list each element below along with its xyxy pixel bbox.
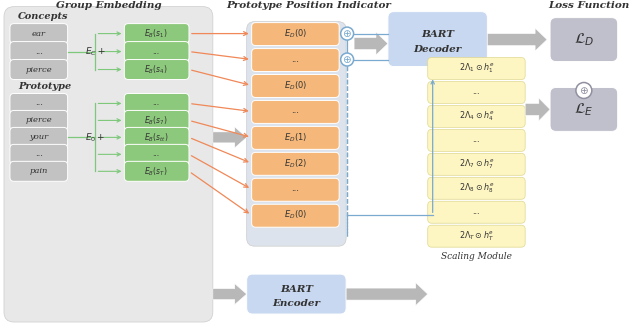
FancyArrow shape xyxy=(213,284,246,304)
FancyBboxPatch shape xyxy=(252,49,339,72)
FancyBboxPatch shape xyxy=(10,24,68,44)
Circle shape xyxy=(340,27,353,40)
FancyBboxPatch shape xyxy=(124,59,189,80)
Text: BART: BART xyxy=(280,285,313,294)
Text: pierce: pierce xyxy=(26,66,52,74)
Text: Loss Function: Loss Function xyxy=(548,1,630,10)
Text: $\oplus$: $\oplus$ xyxy=(342,54,352,65)
Text: ...: ... xyxy=(35,150,43,158)
FancyBboxPatch shape xyxy=(550,17,618,61)
Text: $E_C +$: $E_C +$ xyxy=(85,45,106,58)
FancyBboxPatch shape xyxy=(252,23,339,46)
Text: pain: pain xyxy=(29,167,48,175)
FancyBboxPatch shape xyxy=(428,129,525,151)
Text: $\oplus$: $\oplus$ xyxy=(579,85,589,96)
FancyBboxPatch shape xyxy=(252,100,339,123)
Text: ...: ... xyxy=(152,48,160,55)
Text: $E_D(1)$: $E_D(1)$ xyxy=(284,131,307,143)
Text: ...: ... xyxy=(291,185,300,193)
FancyBboxPatch shape xyxy=(550,87,618,131)
FancyBboxPatch shape xyxy=(124,144,189,164)
Text: Scaling Module: Scaling Module xyxy=(441,252,512,261)
FancyBboxPatch shape xyxy=(10,144,68,164)
Text: $E_B(s_1)$: $E_B(s_1)$ xyxy=(145,27,168,40)
Text: $2\Lambda_7 \odot h_7^e$: $2\Lambda_7 \odot h_7^e$ xyxy=(459,158,494,171)
Text: $2\Lambda_1 \odot h_1^e$: $2\Lambda_1 \odot h_1^e$ xyxy=(459,62,494,75)
Text: Encoder: Encoder xyxy=(273,299,321,307)
FancyArrow shape xyxy=(354,32,388,55)
Circle shape xyxy=(340,53,353,66)
Text: $E_D(2)$: $E_D(2)$ xyxy=(284,157,307,170)
FancyBboxPatch shape xyxy=(252,204,339,227)
FancyArrow shape xyxy=(488,28,547,51)
Text: Concepts: Concepts xyxy=(18,12,68,21)
FancyBboxPatch shape xyxy=(428,201,525,223)
FancyBboxPatch shape xyxy=(10,111,68,130)
Text: $E_D(0)$: $E_D(0)$ xyxy=(284,27,307,40)
Text: $E_B(s_T)$: $E_B(s_T)$ xyxy=(145,165,168,177)
Text: ...: ... xyxy=(35,99,43,108)
Text: Group Embedding: Group Embedding xyxy=(56,1,161,10)
FancyBboxPatch shape xyxy=(428,82,525,103)
FancyBboxPatch shape xyxy=(124,161,189,181)
FancyBboxPatch shape xyxy=(124,111,189,130)
FancyBboxPatch shape xyxy=(428,153,525,175)
Text: $\mathcal{L}_D$: $\mathcal{L}_D$ xyxy=(573,31,594,48)
Text: your: your xyxy=(29,133,49,141)
Text: ...: ... xyxy=(291,108,300,116)
FancyBboxPatch shape xyxy=(252,178,339,201)
FancyBboxPatch shape xyxy=(4,7,213,322)
FancyBboxPatch shape xyxy=(124,127,189,148)
FancyBboxPatch shape xyxy=(428,177,525,199)
Text: ...: ... xyxy=(473,136,480,144)
Text: $E_0 +$: $E_0 +$ xyxy=(85,131,106,143)
Text: $E_D(0)$: $E_D(0)$ xyxy=(284,209,307,221)
FancyBboxPatch shape xyxy=(246,274,346,314)
FancyArrow shape xyxy=(213,127,246,148)
FancyBboxPatch shape xyxy=(252,152,339,175)
FancyBboxPatch shape xyxy=(252,75,339,97)
Text: $E_D(0)$: $E_D(0)$ xyxy=(284,79,307,92)
FancyBboxPatch shape xyxy=(388,12,488,67)
Text: Decoder: Decoder xyxy=(413,45,462,54)
FancyBboxPatch shape xyxy=(10,42,68,61)
FancyBboxPatch shape xyxy=(10,127,68,148)
FancyArrow shape xyxy=(525,98,550,121)
FancyBboxPatch shape xyxy=(10,161,68,181)
Text: ...: ... xyxy=(152,99,160,108)
Text: $\oplus$: $\oplus$ xyxy=(342,28,352,39)
FancyBboxPatch shape xyxy=(124,42,189,61)
FancyBboxPatch shape xyxy=(124,93,189,114)
Text: $E_B(s_4)$: $E_B(s_4)$ xyxy=(145,63,168,76)
FancyBboxPatch shape xyxy=(10,59,68,80)
Text: ...: ... xyxy=(35,48,43,55)
FancyBboxPatch shape xyxy=(10,93,68,114)
FancyArrow shape xyxy=(346,283,428,305)
Text: Prototype: Prototype xyxy=(18,82,71,91)
Text: pierce: pierce xyxy=(26,116,52,124)
FancyBboxPatch shape xyxy=(428,106,525,127)
Text: Prototype Position Indicator: Prototype Position Indicator xyxy=(226,1,391,10)
Text: ...: ... xyxy=(152,150,160,158)
Text: $E_B(s_7)$: $E_B(s_7)$ xyxy=(145,114,168,127)
Text: $E_B(s_{tt})$: $E_B(s_{tt})$ xyxy=(144,131,168,143)
Text: $\mathcal{L}_E$: $\mathcal{L}_E$ xyxy=(574,101,593,118)
FancyBboxPatch shape xyxy=(124,24,189,44)
Text: $2\Lambda_4 \odot h_4^e$: $2\Lambda_4 \odot h_4^e$ xyxy=(459,110,494,123)
FancyBboxPatch shape xyxy=(252,126,339,150)
Circle shape xyxy=(576,83,592,98)
Text: $2\Lambda_T \odot h_T^e$: $2\Lambda_T \odot h_T^e$ xyxy=(459,229,494,243)
FancyBboxPatch shape xyxy=(428,225,525,247)
FancyBboxPatch shape xyxy=(428,57,525,80)
Text: ...: ... xyxy=(473,88,480,96)
Text: $2\Lambda_8 \odot h_8^e$: $2\Lambda_8 \odot h_8^e$ xyxy=(459,181,494,195)
Text: ...: ... xyxy=(473,208,480,216)
Text: ear: ear xyxy=(32,30,46,38)
Text: ...: ... xyxy=(291,55,300,64)
Text: BART: BART xyxy=(421,30,454,39)
FancyBboxPatch shape xyxy=(246,22,346,246)
